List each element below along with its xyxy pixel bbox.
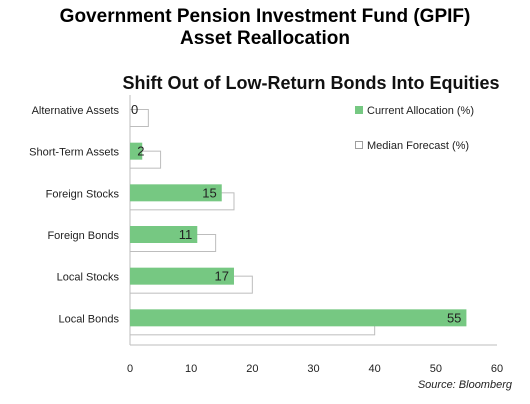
data-label: 55 xyxy=(447,310,461,325)
y-tick-label: Local Bonds xyxy=(58,313,119,325)
data-label: 0 xyxy=(131,102,138,117)
legend-swatch-current xyxy=(355,106,363,114)
y-tick-label: Foreign Bonds xyxy=(47,230,119,242)
x-tick-label: 0 xyxy=(127,363,133,375)
y-tick-label: Short-Term Assets xyxy=(29,147,119,159)
title-line-2: Asset Reallocation xyxy=(180,28,350,49)
x-tick-label: 40 xyxy=(369,363,381,375)
title-line-1: Government Pension Investment Fund (GPIF… xyxy=(59,6,471,27)
bar-current-allocation xyxy=(130,184,222,202)
chart-title: Government Pension Investment Fund (GPIF… xyxy=(0,6,530,50)
chart-subtitle: Shift Out of Low-Return Bonds Into Equit… xyxy=(122,73,500,93)
y-tick-label: Local Stocks xyxy=(57,272,120,284)
bar-current-allocation xyxy=(130,142,143,160)
x-tick-label: 30 xyxy=(307,363,319,375)
bar-current-allocation xyxy=(130,267,234,285)
legend-swatch-forecast xyxy=(355,141,363,149)
legend-label-forecast: Median Forecast (%) xyxy=(367,140,469,152)
data-label: 11 xyxy=(179,227,193,242)
bar-current-allocation xyxy=(130,309,467,327)
x-tick-label: 60 xyxy=(491,363,503,375)
data-label: 17 xyxy=(215,269,229,284)
data-label: 15 xyxy=(202,185,216,200)
source-note: Source: Bloomberg xyxy=(417,379,512,391)
x-tick-label: 10 xyxy=(185,363,197,375)
y-tick-label: Foreign Stocks xyxy=(46,188,120,200)
x-tick-label: 20 xyxy=(246,363,258,375)
bar-median-forecast xyxy=(129,109,149,127)
x-tick-label: 50 xyxy=(430,363,442,375)
y-tick-label: Alternative Assets xyxy=(32,105,120,117)
bar-current-allocation xyxy=(130,226,198,243)
legend-label-current: Current Allocation (%) xyxy=(367,105,474,117)
data-label: 2 xyxy=(137,144,144,159)
